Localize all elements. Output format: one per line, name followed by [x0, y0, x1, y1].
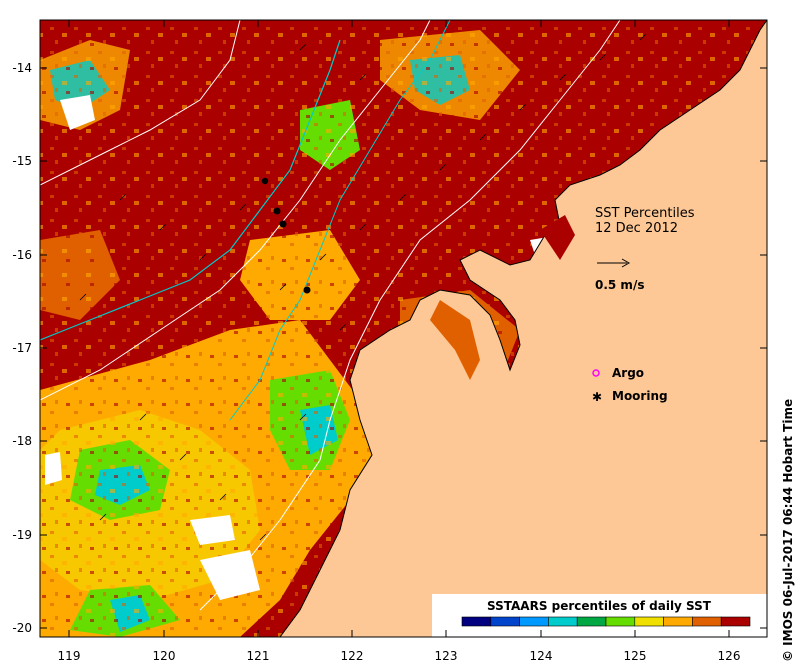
colorbar-tick-label: 80 — [685, 638, 701, 651]
colorbar-swatch — [605, 616, 636, 627]
plot-frame — [39, 19, 768, 638]
colorbar-title: SSTAARS percentiles of daily SST — [487, 599, 712, 613]
mooring-markers — [261, 177, 311, 294]
credit-text: © IMOS 06-Jul-2017 06:44 Hobart Time — [781, 398, 795, 662]
colorbar-swatch — [490, 616, 520, 627]
x-tick-label: 120 — [153, 649, 176, 663]
mooring-marker — [279, 220, 287, 228]
x-axis: 119 120 121 122 123 124 125 126 — [58, 20, 741, 663]
y-tick-label: -20 — [12, 621, 32, 635]
y-tick-label: -15 — [12, 154, 32, 168]
scale-vector-label: 0.5 m/s — [595, 278, 644, 292]
map-title-line2: 12 Dec 2012 — [595, 221, 678, 236]
colorbar-tick-label: 40 — [570, 638, 586, 651]
mooring-legend-label: Mooring — [612, 389, 668, 403]
argo-legend-label: Argo — [612, 366, 644, 380]
mooring-icon: ✱ — [592, 390, 602, 404]
map-title-line1: SST Percentiles — [595, 206, 695, 221]
x-tick-label: 121 — [247, 649, 270, 663]
scale-vector-arrowhead — [621, 258, 631, 268]
x-tick-label: 124 — [530, 649, 553, 663]
mooring-marker — [261, 177, 269, 185]
colorbar: SSTAARS percentiles of daily SST 0 20 40 60… — [432, 594, 767, 651]
x-tick-label: 122 — [341, 649, 364, 663]
colorbar-swatch — [548, 616, 578, 627]
colorbar-swatch — [720, 616, 751, 627]
colorbar-swatch — [461, 616, 492, 627]
mooring-marker — [303, 286, 311, 294]
colorbar-swatch — [519, 616, 549, 627]
x-tick-label: 126 — [718, 649, 741, 663]
x-tick-label: 119 — [58, 649, 81, 663]
mooring-marker — [273, 207, 281, 215]
y-tick-label: -19 — [12, 528, 32, 542]
y-tick-label: -14 — [12, 61, 32, 75]
colorbar-tick-label: 20 — [512, 638, 528, 651]
argo-icon — [592, 369, 600, 377]
y-tick-label: -17 — [12, 341, 32, 355]
colorbar-swatch — [576, 616, 607, 627]
colorbar-tick-label: 100 — [739, 638, 762, 651]
colorbar-swatch — [692, 616, 722, 627]
colorbar-swatch — [634, 616, 664, 627]
colorbar-swatch — [663, 616, 693, 627]
sst-field: SST Percentiles 12 Dec 2012 0.5 m/s Argo… — [40, 20, 767, 651]
y-tick-label: -16 — [12, 248, 32, 262]
land-mass — [279, 20, 767, 637]
x-tick-label: 125 — [624, 649, 647, 663]
y-axis: -14 -15 -16 -17 -18 -19 -20 — [12, 61, 767, 635]
x-tick-label: 123 — [435, 649, 458, 663]
y-tick-label: -18 — [12, 434, 32, 448]
colorbar-tick-label: 0 — [458, 638, 466, 651]
